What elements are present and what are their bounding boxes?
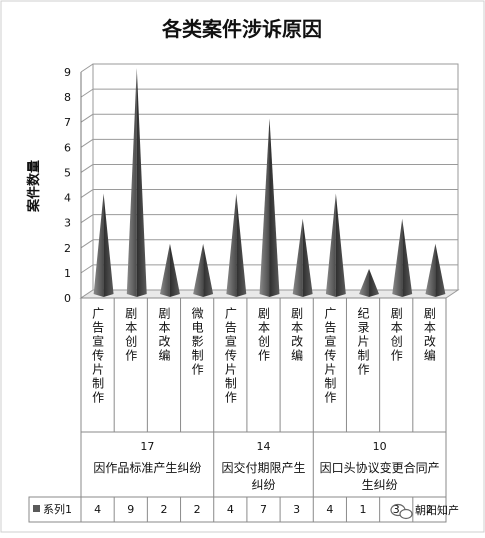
data-label: 3 [393,503,400,516]
bar-mark-face [425,243,436,297]
y-tick-label: 6 [64,141,71,154]
bar-mark [325,193,346,297]
y-axis-label: 案件数量 [26,160,42,213]
bar-mark-face [359,268,370,297]
data-label: 2 [160,503,167,516]
data-label: 3 [293,503,300,516]
y-tick-label: 8 [64,91,71,104]
data-label: 4 [326,503,333,516]
bar-mark-face [169,243,180,297]
group-total: 10 [373,440,387,453]
group-total: 14 [257,440,271,453]
gridline-diagonal [80,239,94,249]
y-tick-label: 2 [64,242,71,255]
bar-mark [259,118,280,297]
watermark-text: 朝阳知产 [415,503,459,517]
legend-label: 系列1 [43,502,72,516]
bar-mark-face [369,268,379,297]
bar-mark [425,243,446,297]
group-label-line: 因口头协议变更合同产 [320,460,440,475]
bar-mark [292,218,313,297]
group-label: 因作品标准产生纠纷 [93,461,201,475]
data-label: 2 [194,503,201,516]
group-label-line: 因交付期限产生 [221,460,305,475]
data-row-frame [28,496,447,523]
x-tick-label: 剧本改编 [290,307,304,363]
bar-mark [392,218,413,297]
x-tick-label: 剧本创作 [389,307,403,363]
x-tick-label: 剧本改编 [422,307,436,363]
bar-mark-face [103,193,114,297]
bar-mark-face [302,218,313,297]
x-tick-label: 广告宣传片制作 [323,307,337,405]
group-total: 17 [140,440,154,453]
gridline-diagonal [80,189,94,198]
gridline-diagonal [80,113,94,123]
bar-mark-face [236,193,247,297]
gridline-diagonal [80,88,94,98]
bar-mark [126,68,147,297]
group-label-line: 纠纷 [251,478,275,492]
bar-mark-face [136,68,147,297]
y-tick-label: 4 [64,192,71,205]
gridline-diagonal [80,264,94,274]
x-tick-label: 剧本改编 [157,307,171,363]
bar-mark-face [259,118,270,297]
y-tick-label: 3 [64,217,71,230]
y-tick-label: 0 [64,292,71,305]
x-tick-label: 微电影制作 [190,307,204,377]
bar-mark [359,268,379,297]
bar-mark-face [193,243,204,297]
bar-mark-face [203,243,214,297]
chart-title: 各类案件涉诉原因 [161,17,322,41]
gridline-diagonal [80,138,94,148]
gridline-diagonal [80,63,94,73]
x-tick-label: 剧本创作 [124,307,138,363]
bar-marks [93,68,446,297]
gridline-diagonal [80,214,94,224]
bar-mark-face [435,243,446,297]
bar-mark-face [325,193,336,297]
data-label: 4 [94,503,101,516]
data-label: 2 [426,503,433,516]
y-tick-label: 1 [64,267,71,280]
data-label: 1 [360,503,367,516]
bar-mark-face [335,193,346,297]
wechat-icon [390,503,413,520]
bar-mark-face [126,68,137,297]
data-label: 9 [127,503,134,516]
y-tick-label: 9 [64,66,71,79]
category-table: 广告宣传片制作 剧本创作 剧本改编 微电影制作 广告宣传片制作 剧本创作 剧本改编 广告宣传片… [80,297,447,498]
y-tick-label: 7 [64,116,71,129]
x-tick-label: 广告宣传片制作 [223,307,237,405]
legend-table-row: 系列1 4 9 2 2 4 7 3 4 1 3 2 [28,496,447,523]
group-label-line: 因作品标准产生纠纷 [93,461,201,475]
bar-mark-face [292,218,303,297]
group-label: 因交付期限产生纠纷 [221,460,305,492]
gridline-diagonal [80,164,94,173]
y-tick-label: 5 [64,166,71,179]
bar-mark-face [226,193,237,297]
bar-mark-face [392,218,403,297]
data-label: 7 [260,503,267,516]
bar-mark-face [269,118,280,297]
data-label: 4 [227,503,234,516]
bar-mark [226,193,247,297]
group-label: 因口头协议变更合同产生纠纷 [320,460,440,492]
bar-mark [160,243,180,297]
watermark: 朝阳知产 [390,503,459,520]
bar-mark-face [93,193,104,297]
legend-swatch [33,505,40,512]
x-tick-label: 剧本创作 [257,307,271,363]
x-tick-label: 广告宣传片制作 [91,307,105,405]
bar-mark-face [160,243,170,297]
x-tick-label: 纪录片制作 [356,307,370,377]
y-tick-labels: 0 1 2 3 4 5 6 7 8 9 [64,66,71,305]
bar-mark-face [402,218,413,297]
bar-mark [93,193,114,297]
bar-mark [193,243,214,297]
group-label-line: 生纠纷 [362,478,398,492]
